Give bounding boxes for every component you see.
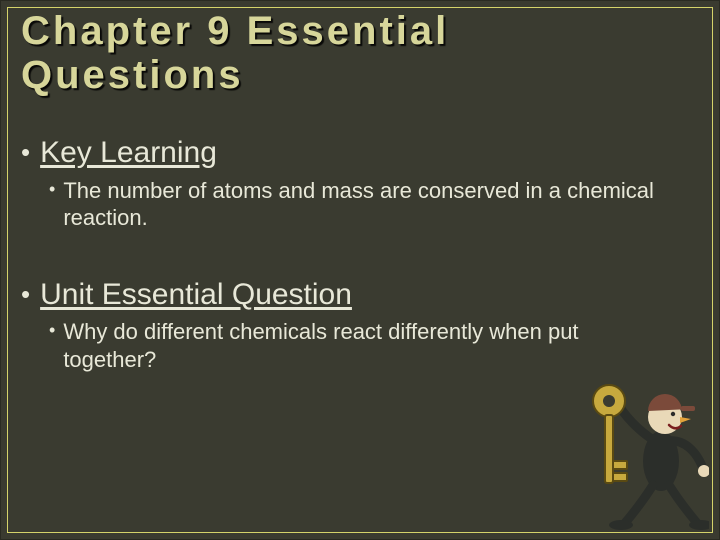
- bullet-unit-eq: • Unit Essential Question: [21, 278, 659, 313]
- slide-title: Chapter 9 Essential Questions: [21, 9, 679, 97]
- bullet-text: Why do different chemicals react differe…: [63, 318, 659, 373]
- bullet-dot: •: [21, 136, 30, 169]
- bullet-text: Key Learning: [40, 136, 217, 171]
- bullet-text: The number of atoms and mass are conserv…: [63, 177, 659, 232]
- bullet-dot: •: [49, 177, 55, 201]
- bullet-dot: •: [49, 318, 55, 342]
- slide-content: • Key Learning • The number of atoms and…: [21, 136, 659, 373]
- bullet-dot: •: [21, 278, 30, 311]
- stick-figure-with-key-icon: [569, 361, 709, 531]
- bullet-unit-eq-sub: • Why do different chemicals react diffe…: [49, 318, 659, 373]
- bullet-key-learning: • Key Learning: [21, 136, 659, 171]
- bullet-key-learning-sub: • The number of atoms and mass are conse…: [49, 177, 659, 232]
- bullet-text: Unit Essential Question: [40, 278, 352, 313]
- slide: Chapter 9 Essential Questions • Key Lear…: [0, 0, 720, 540]
